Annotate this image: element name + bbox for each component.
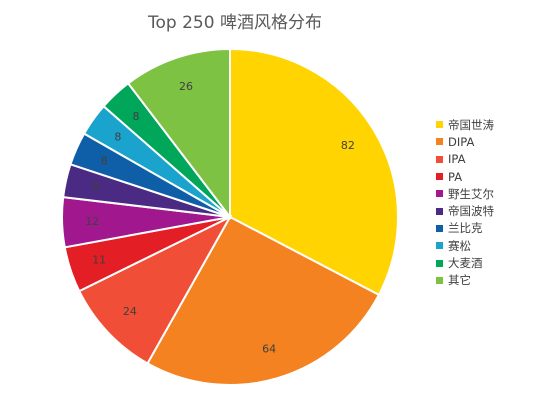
data-label-2: 24 <box>123 305 137 318</box>
data-label-1: 64 <box>262 343 276 356</box>
legend-swatch-6 <box>436 224 443 232</box>
legend-swatch-7 <box>436 242 443 250</box>
legend-label-0: 帝国世涛 <box>448 117 494 132</box>
data-label-6: 8 <box>101 154 108 167</box>
legend-item-4: 野生艾尔 <box>436 185 494 202</box>
legend-item-9: 其它 <box>436 272 494 289</box>
data-label-4: 12 <box>85 215 99 228</box>
legend-swatch-4 <box>436 190 443 198</box>
legend-swatch-3 <box>436 173 443 181</box>
pie-slice-9 <box>126 47 231 220</box>
legend-item-6: 兰比克 <box>436 220 494 237</box>
legend-item-2: IPA <box>436 151 494 168</box>
legend-label-2: IPA <box>448 152 466 167</box>
legend-swatch-0 <box>436 121 443 129</box>
pie-slice-1 <box>146 215 381 387</box>
legend-label-8: 大麦酒 <box>448 256 483 271</box>
data-label-8: 8 <box>133 110 140 123</box>
pie-slice-0 <box>229 47 399 297</box>
data-label-7: 8 <box>114 131 121 144</box>
chart-title: Top 250 啤酒风格分布 <box>148 13 322 33</box>
legend-label-4: 野生艾尔 <box>448 186 494 201</box>
legend-label-3: PA <box>448 169 463 184</box>
legend-item-3: PA <box>436 168 494 185</box>
legend-swatch-9 <box>436 276 443 284</box>
legend-swatch-5 <box>436 207 443 215</box>
data-label-3: 11 <box>92 254 106 267</box>
data-label-9: 26 <box>179 80 193 93</box>
data-label-5: 8 <box>92 181 99 194</box>
legend-swatch-1 <box>436 138 443 146</box>
legend-swatch-8 <box>436 259 443 267</box>
legend-label-1: DIPA <box>448 134 475 149</box>
legend-swatch-2 <box>436 155 443 163</box>
legend-label-7: 赛松 <box>448 238 471 253</box>
legend-label-9: 其它 <box>448 273 471 288</box>
legend-label-5: 帝国波特 <box>448 204 494 219</box>
legend-item-8: 大麦酒 <box>436 254 494 271</box>
legend-item-7: 赛松 <box>436 237 494 254</box>
legend: 帝国世涛 DIPA IPA PA 野生艾尔帝国波特兰比克赛松大麦酒其它 <box>436 116 494 289</box>
data-label-0: 82 <box>341 139 355 152</box>
legend-item-1: DIPA <box>436 133 494 150</box>
legend-item-5: 帝国波特 <box>436 202 494 219</box>
pie-slice-2 <box>77 214 233 365</box>
legend-item-0: 帝国世涛 <box>436 116 494 133</box>
legend-label-6: 兰比克 <box>448 221 483 236</box>
